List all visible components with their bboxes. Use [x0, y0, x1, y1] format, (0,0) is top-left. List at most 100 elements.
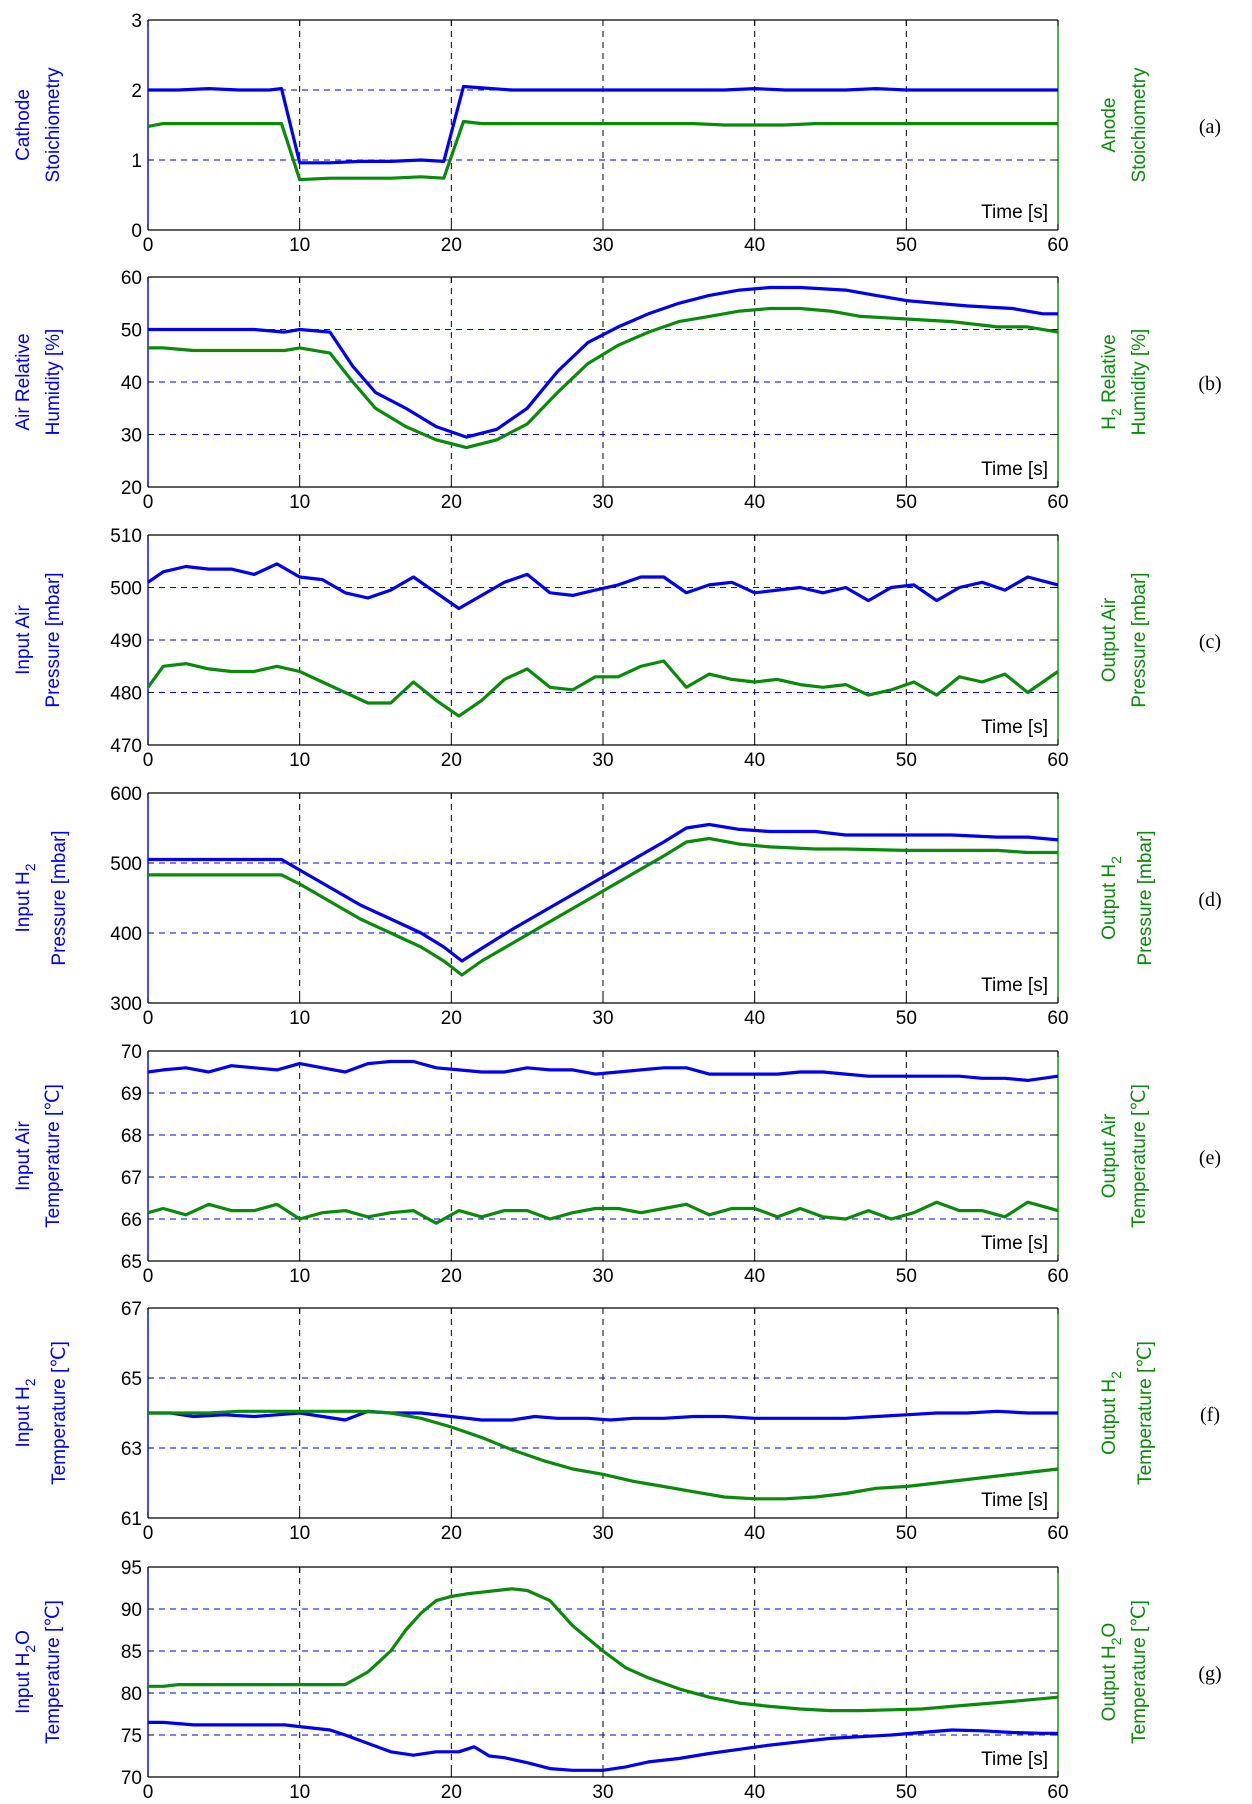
y-tick-label: 67: [121, 1299, 142, 1320]
x-tick-label: 60: [1047, 235, 1068, 256]
y-tick-label: 600: [110, 784, 142, 805]
y-tick-label: 490: [110, 631, 142, 652]
x-tick-label: 10: [289, 1523, 310, 1544]
x-tick-label: 20: [441, 235, 462, 256]
x-tick-label: 20: [441, 1266, 462, 1287]
right-y-axis-label-line: Output Air: [1099, 1113, 1120, 1198]
y-tick-label: 68: [121, 1126, 142, 1147]
y-tick-label: 69: [121, 1084, 142, 1105]
left-y-axis-label: Input Air Temperature [℃]: [13, 1084, 64, 1228]
y-tick-label: 20: [121, 478, 142, 499]
x-tick-label: 0: [143, 1008, 154, 1029]
y-tick-label: 470: [110, 736, 142, 757]
x-tick-label: 60: [1047, 1523, 1068, 1544]
y-tick-label: 400: [110, 924, 142, 945]
x-tick-label: 50: [896, 750, 917, 771]
series-line-output: [146, 659, 1059, 718]
right-y-axis-label: Output Air Temperature [℃]: [1099, 1084, 1150, 1228]
time-axis-label: Time [s]: [981, 1749, 1048, 1770]
left-y-axis-label-line: Input H: [13, 1653, 34, 1714]
series-line-output: [147, 119, 1058, 182]
series-line-input: [148, 285, 1058, 439]
y-tick-label: 66: [121, 1210, 142, 1231]
right-y-axis-label: Output H2 Temperature [℃]: [1099, 1341, 1156, 1485]
x-tick-label: 10: [289, 492, 310, 513]
x-tick-label: 0: [143, 1782, 154, 1803]
left-y-axis-label-line-rest: O: [13, 1630, 34, 1645]
right-y-axis-label: Output Air Pressure [mbar]: [1099, 572, 1150, 707]
time-axis-label: Time [s]: [981, 1490, 1048, 1511]
left-y-axis-label-line: Stoichiometry: [43, 67, 64, 183]
left-y-axis-label: Input H2 Temperature [℃]: [13, 1341, 70, 1485]
left-y-axis-label-line: Air Relative: [13, 333, 34, 430]
time-axis-label: Time [s]: [981, 1233, 1048, 1254]
time-axis-label: Time [s]: [981, 975, 1048, 996]
x-tick-label: 20: [441, 492, 462, 513]
y-tick-label: 1: [131, 151, 142, 172]
left-y-axis-label: Input H2 Pressure [mbar]: [13, 830, 70, 965]
y-tick-label: 70: [121, 1768, 142, 1789]
x-tick-label: 40: [744, 1523, 765, 1544]
left-y-axis-label-line: Humidity [%]: [43, 329, 64, 436]
left-y-axis-label: Input Air Pressure [mbar]: [13, 572, 64, 707]
x-tick-label: 0: [143, 1523, 154, 1544]
right-y-axis-label-subscript: 2: [1108, 1371, 1124, 1379]
series-line-output: [148, 1587, 1059, 1713]
x-tick-label: 60: [1047, 1008, 1068, 1029]
y-tick-label: 0: [131, 221, 142, 242]
chart-panel-e: 0 10 20 30 40 50 60 65 66 67 68 69 70 Time [s] Input A…: [13, 1042, 1221, 1287]
series-line-input: [147, 1059, 1059, 1083]
x-tick-label: 60: [1047, 1266, 1068, 1287]
right-y-axis-label: Anode Stoichiometry: [1099, 67, 1150, 183]
time-axis-label: Time [s]: [981, 202, 1048, 223]
right-y-axis-label-line-rest: O: [1099, 1623, 1120, 1638]
x-tick-label: 10: [289, 1782, 310, 1803]
y-tick-label: 80: [121, 1684, 142, 1705]
x-tick-label: 10: [289, 750, 310, 771]
panel-label: (e): [1199, 1147, 1221, 1169]
x-tick-label: 60: [1047, 492, 1068, 513]
y-tick-label: 500: [110, 579, 142, 600]
x-tick-label: 40: [744, 1008, 765, 1029]
x-tick-label: 30: [592, 1266, 613, 1287]
series-line-output: [148, 836, 1058, 977]
y-tick-label: 90: [121, 1600, 142, 1621]
x-tick-label: 50: [896, 1523, 917, 1544]
x-tick-label: 40: [744, 750, 765, 771]
right-y-axis-label-line: Output H: [1099, 1379, 1120, 1455]
y-tick-label: 65: [121, 1252, 142, 1273]
right-y-axis-label-line: H: [1099, 416, 1120, 430]
x-tick-label: 20: [441, 1523, 462, 1544]
left-y-axis-label: Cathode Stoichiometry: [13, 67, 64, 183]
chart-panel-d: 0 10 20 30 40 50 60 300 400 500 600 Time [s] Input H…: [13, 784, 1222, 1029]
x-tick-label: 50: [896, 1782, 917, 1803]
panel-label: (f): [1200, 1404, 1220, 1426]
right-y-axis-label-line: Output H: [1099, 864, 1120, 940]
y-tick-label: 85: [121, 1642, 142, 1663]
x-tick-label: 0: [143, 750, 154, 771]
right-y-axis-label: H2 Relative Humidity [%]: [1099, 329, 1150, 436]
series-line-input: [148, 822, 1059, 963]
x-tick-label: 10: [289, 1266, 310, 1287]
series-line-output: [148, 1409, 1059, 1501]
panel-label: (d): [1198, 889, 1221, 911]
series-line-input: [148, 84, 1058, 165]
x-tick-label: 0: [143, 492, 154, 513]
x-tick-label: 40: [744, 492, 765, 513]
panel-label: (c): [1199, 631, 1221, 653]
left-y-axis-label: Air Relative Humidity [%]: [13, 329, 64, 436]
series-line-input: [147, 562, 1059, 611]
x-tick-label: 30: [592, 235, 613, 256]
series-line-output: [147, 1200, 1059, 1225]
y-tick-label: 300: [110, 994, 142, 1015]
left-y-axis-label-line: Temperature [℃]: [43, 1600, 64, 1744]
right-y-axis-label-line: Pressure [mbar]: [1135, 830, 1156, 965]
x-tick-label: 40: [744, 235, 765, 256]
series-line-input: [148, 1409, 1058, 1422]
x-tick-label: 60: [1047, 750, 1068, 771]
left-y-axis-label-subscript: 2: [22, 1378, 38, 1386]
left-y-axis-label-line: Input Air: [13, 604, 34, 674]
chart-panel-a: 0 10 20 30 40 50 60 0 1 2 3 Time [s] Cathode Stoichio…: [13, 11, 1221, 256]
